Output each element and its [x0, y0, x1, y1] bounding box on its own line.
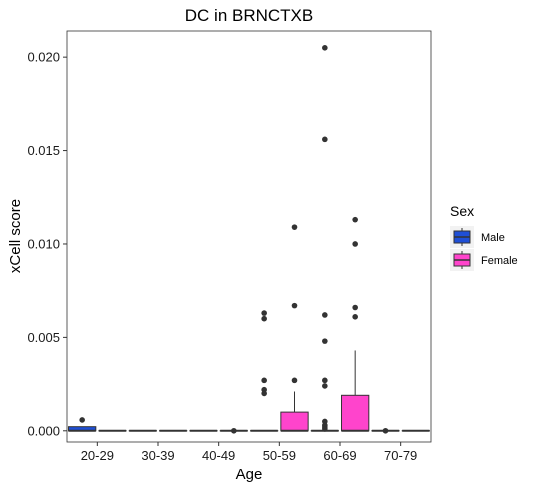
outlier-point-female — [352, 241, 358, 247]
outlier-point-male — [322, 136, 328, 143]
outlier-point-male — [261, 310, 267, 316]
plot-panel-border — [66, 30, 432, 443]
outlier-point-male — [261, 377, 267, 384]
y-tick-label: 0.020 — [27, 50, 60, 65]
x-tick-label: 50-59 — [263, 448, 296, 463]
x-tick-label: 60-69 — [323, 448, 356, 463]
y-axis: 0.000 0.005 0.010 0.015 0.020 — [27, 50, 67, 438]
legend-title: Sex — [450, 203, 474, 219]
outlier-point-female — [352, 216, 358, 223]
legend-label-male: Male — [481, 232, 505, 244]
outlier-point-female — [352, 304, 358, 311]
outlier-point-female — [291, 377, 298, 384]
y-tick-label: 0.000 — [27, 423, 60, 438]
outlier-point-male — [261, 315, 267, 322]
outlier-point-female — [291, 302, 298, 309]
outlier-point-male — [322, 45, 328, 51]
plot-area — [66, 30, 432, 443]
outlier-point-female — [352, 314, 358, 320]
box-female — [341, 394, 370, 432]
outlier-point-male — [261, 390, 267, 397]
outlier-point-male — [322, 383, 328, 389]
chart-title: DC in BRNCTXB — [185, 6, 313, 25]
x-tick-label: 40-49 — [202, 448, 235, 463]
outlier-point-male — [322, 338, 328, 344]
x-tick-label: 30-39 — [141, 448, 174, 463]
x-tick-label: 20-29 — [81, 448, 114, 463]
outlier-point-male — [322, 377, 328, 384]
legend: Sex Male Female — [450, 203, 518, 271]
x-axis: 20-29 30-39 40-49 50-59 60-69 70-79 — [81, 442, 417, 463]
outlier-point-male — [322, 312, 328, 318]
outlier-point-male — [79, 417, 85, 423]
outlier-point-female — [291, 224, 298, 230]
x-axis-title: Age — [236, 466, 263, 483]
y-tick-label: 0.005 — [27, 330, 60, 345]
y-axis-title: xCell score — [7, 199, 24, 273]
y-tick-label: 0.015 — [27, 143, 60, 158]
outlier-point-female — [231, 427, 237, 434]
outlier-point-male — [382, 427, 389, 434]
legend-label-female: Female — [481, 255, 518, 267]
outlier-point-male — [322, 426, 328, 432]
y-tick-label: 0.010 — [27, 236, 60, 251]
x-tick-label: 70-79 — [384, 448, 417, 463]
box-female — [280, 411, 309, 432]
